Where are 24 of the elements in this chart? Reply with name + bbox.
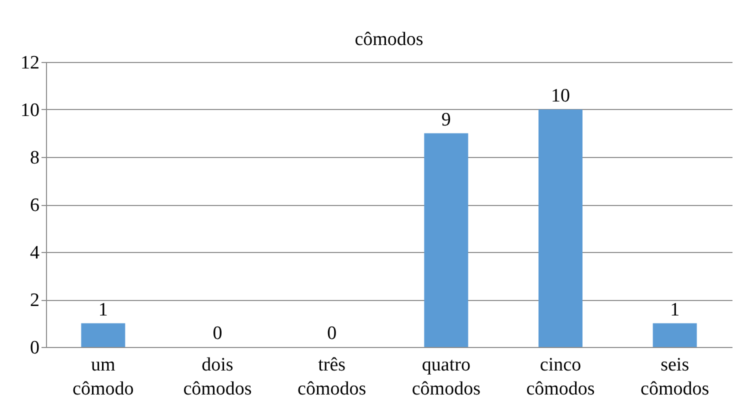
y-tick-label: 4 bbox=[30, 242, 40, 264]
y-tick-label: 12 bbox=[20, 52, 40, 74]
x-tick-label: três cômodos bbox=[298, 354, 366, 400]
y-tick-label: 2 bbox=[30, 290, 40, 311]
bar bbox=[424, 133, 468, 347]
data-label: 10 bbox=[551, 86, 570, 106]
x-tick-label: um cômodo bbox=[72, 354, 134, 400]
y-tick-label: 10 bbox=[20, 100, 40, 121]
data-label: 0 bbox=[327, 323, 337, 344]
x-tick-label: dois cômodos bbox=[183, 354, 252, 400]
chart-title: cômodos bbox=[354, 29, 424, 50]
data-label: 0 bbox=[212, 323, 222, 344]
y-tick-label: 0 bbox=[30, 338, 40, 358]
bar bbox=[652, 323, 697, 347]
data-label: 9 bbox=[441, 109, 451, 130]
x-tick-label: quatro cômodos bbox=[412, 354, 480, 400]
x-tick-label: cinco cômodos bbox=[526, 354, 595, 400]
data-label: 1 bbox=[670, 299, 680, 320]
x-tick-label: seis cômodos bbox=[640, 354, 710, 400]
data-label: 1 bbox=[98, 299, 108, 320]
y-tick-label: 6 bbox=[30, 195, 40, 216]
bar bbox=[81, 323, 126, 347]
y-tick-label: 8 bbox=[30, 148, 40, 168]
bar bbox=[538, 110, 582, 347]
